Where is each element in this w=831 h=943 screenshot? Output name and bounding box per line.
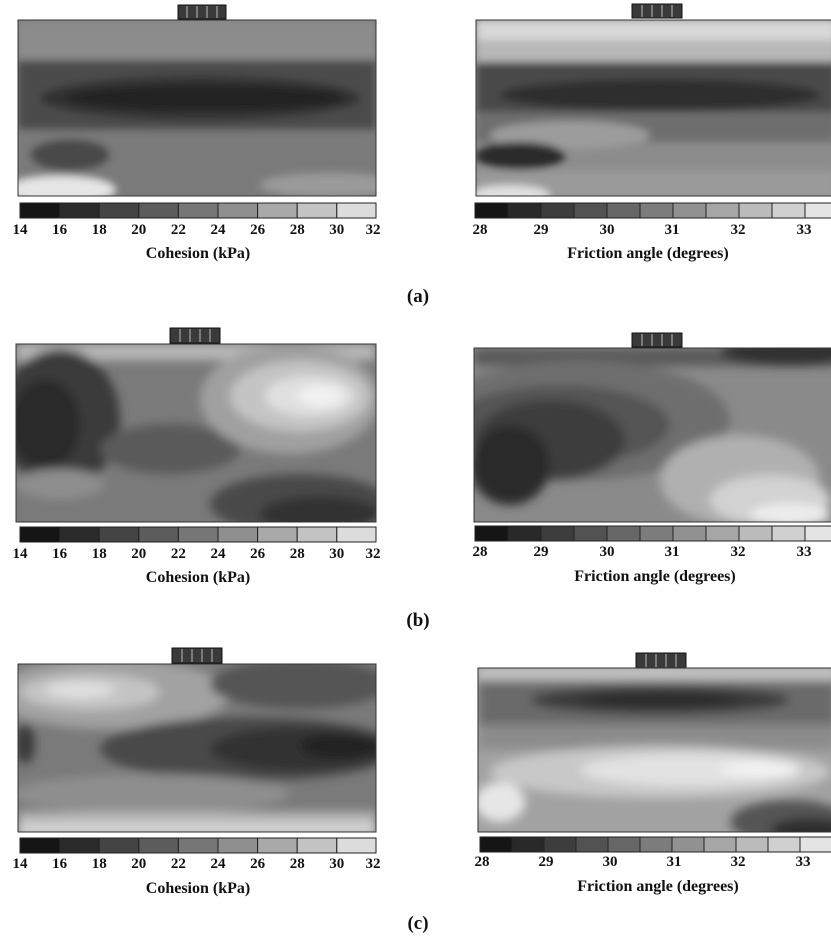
colorbar-a-friction — [474, 202, 831, 219]
tick-label: 33 — [796, 544, 812, 560]
tick-label: 24 — [210, 546, 226, 562]
colorbar-label-b-friction: Friction angle (degrees) — [574, 568, 736, 585]
tick-label: 31 — [664, 544, 680, 560]
tick-label: 24 — [210, 222, 226, 238]
colorbar-ticks-b-friction: 28 29 30 31 32 33 — [460, 544, 831, 564]
contour-plot-c-cohesion — [17, 647, 377, 854]
contour-plot-a-friction — [474, 3, 831, 219]
footing — [631, 3, 683, 19]
colorbar-ticks-b-cohesion: 14 16 18 20 22 24 26 28 30 32 — [0, 546, 400, 566]
colorbar-ticks-a-cohesion: 14 16 18 20 22 24 26 28 30 32 — [0, 222, 400, 242]
footing — [171, 647, 223, 664]
tick-label: 18 — [91, 546, 107, 562]
panel-a-friction: 28 29 30 31 32 33 Friction angle (degree… — [460, 0, 831, 290]
tick-label: 30 — [599, 544, 615, 560]
tick-label: 30 — [329, 546, 345, 562]
tick-label: 14 — [12, 546, 28, 562]
colorbar-label-a-friction: Friction angle (degrees) — [567, 245, 729, 262]
tick-label: 32 — [730, 854, 746, 870]
tick-label: 28 — [289, 222, 305, 238]
tick-label: 28 — [472, 544, 488, 560]
caption-a: (a) — [406, 286, 430, 307]
tick-label: 20 — [131, 856, 147, 872]
tick-label: 16 — [52, 546, 68, 562]
tick-label: 28 — [472, 222, 488, 238]
colorbar-ticks-a-friction: 28 29 30 31 32 33 — [460, 222, 831, 242]
tick-label: 22 — [170, 222, 186, 238]
tick-label: 31 — [664, 222, 680, 238]
colorbar-label-b-cohesion: Cohesion (kPa) — [145, 569, 251, 586]
panel-c-cohesion: 14 16 18 20 22 24 26 28 30 32 Cohesion (… — [0, 644, 400, 934]
tick-label: 20 — [131, 546, 147, 562]
colorbar-ticks-c-friction: 28 29 30 31 32 33 — [460, 854, 831, 874]
tick-label: 28 — [289, 856, 305, 872]
tick-label: 22 — [170, 546, 186, 562]
colorbar-b-cohesion — [19, 526, 377, 543]
caption-c: (c) — [407, 913, 429, 934]
tick-label: 29 — [538, 854, 554, 870]
colorbar-label-c-friction: Friction angle (degrees) — [577, 878, 739, 895]
tick-label: 16 — [52, 222, 68, 238]
tick-label: 30 — [329, 222, 345, 238]
colorbar-a-cohesion — [19, 202, 377, 219]
colorbar-c-cohesion — [19, 837, 377, 854]
colorbar-b-friction — [474, 525, 831, 542]
colorbar-label-a-cohesion: Cohesion (kPa) — [145, 245, 251, 262]
caption-b: (b) — [406, 610, 430, 631]
colorbar-ticks-c-cohesion: 14 16 18 20 22 24 26 28 30 32 — [0, 856, 400, 876]
footing — [177, 4, 227, 20]
contour-plot-a-cohesion — [17, 4, 377, 219]
tick-label: 33 — [796, 222, 812, 238]
tick-label: 30 — [329, 856, 345, 872]
panel-a-cohesion: 14 16 18 20 22 24 26 28 30 32 Cohesion (… — [0, 0, 400, 290]
tick-label: 29 — [533, 222, 549, 238]
tick-label: 29 — [533, 544, 549, 560]
tick-label: 20 — [131, 222, 147, 238]
tick-label: 28 — [474, 854, 490, 870]
footing — [631, 332, 683, 348]
panel-c-friction: 28 29 30 31 32 33 Friction angle (degree… — [460, 652, 831, 942]
contour-plot-c-friction — [477, 652, 831, 853]
colorbar-label-c-cohesion: Cohesion (kPa) — [145, 880, 251, 897]
tick-label: 32 — [365, 546, 381, 562]
panel-b-friction: 28 29 30 31 32 33 Friction angle (degree… — [460, 330, 831, 620]
contour-plot-b-cohesion — [15, 327, 377, 543]
colorbar-c-friction — [479, 836, 831, 853]
tick-label: 26 — [250, 546, 266, 562]
tick-label: 22 — [170, 856, 186, 872]
tick-label: 32 — [730, 222, 746, 238]
tick-label: 26 — [250, 856, 266, 872]
tick-label: 14 — [12, 856, 28, 872]
tick-label: 30 — [602, 854, 618, 870]
tick-label: 16 — [52, 856, 68, 872]
tick-label: 24 — [210, 856, 226, 872]
tick-label: 18 — [91, 856, 107, 872]
tick-label: 28 — [289, 546, 305, 562]
tick-label: 31 — [666, 854, 682, 870]
tick-label: 30 — [599, 222, 615, 238]
tick-label: 26 — [250, 222, 266, 238]
contour-plot-b-friction — [473, 332, 831, 542]
tick-label: 32 — [365, 222, 381, 238]
tick-label: 32 — [730, 544, 746, 560]
tick-label: 18 — [91, 222, 107, 238]
tick-label: 32 — [365, 856, 381, 872]
footing — [169, 327, 221, 344]
tick-label: 14 — [12, 222, 28, 238]
tick-label: 33 — [795, 854, 811, 870]
footing — [635, 652, 687, 669]
panel-b-cohesion: 14 16 18 20 22 24 26 28 30 32 Cohesion (… — [0, 324, 400, 614]
